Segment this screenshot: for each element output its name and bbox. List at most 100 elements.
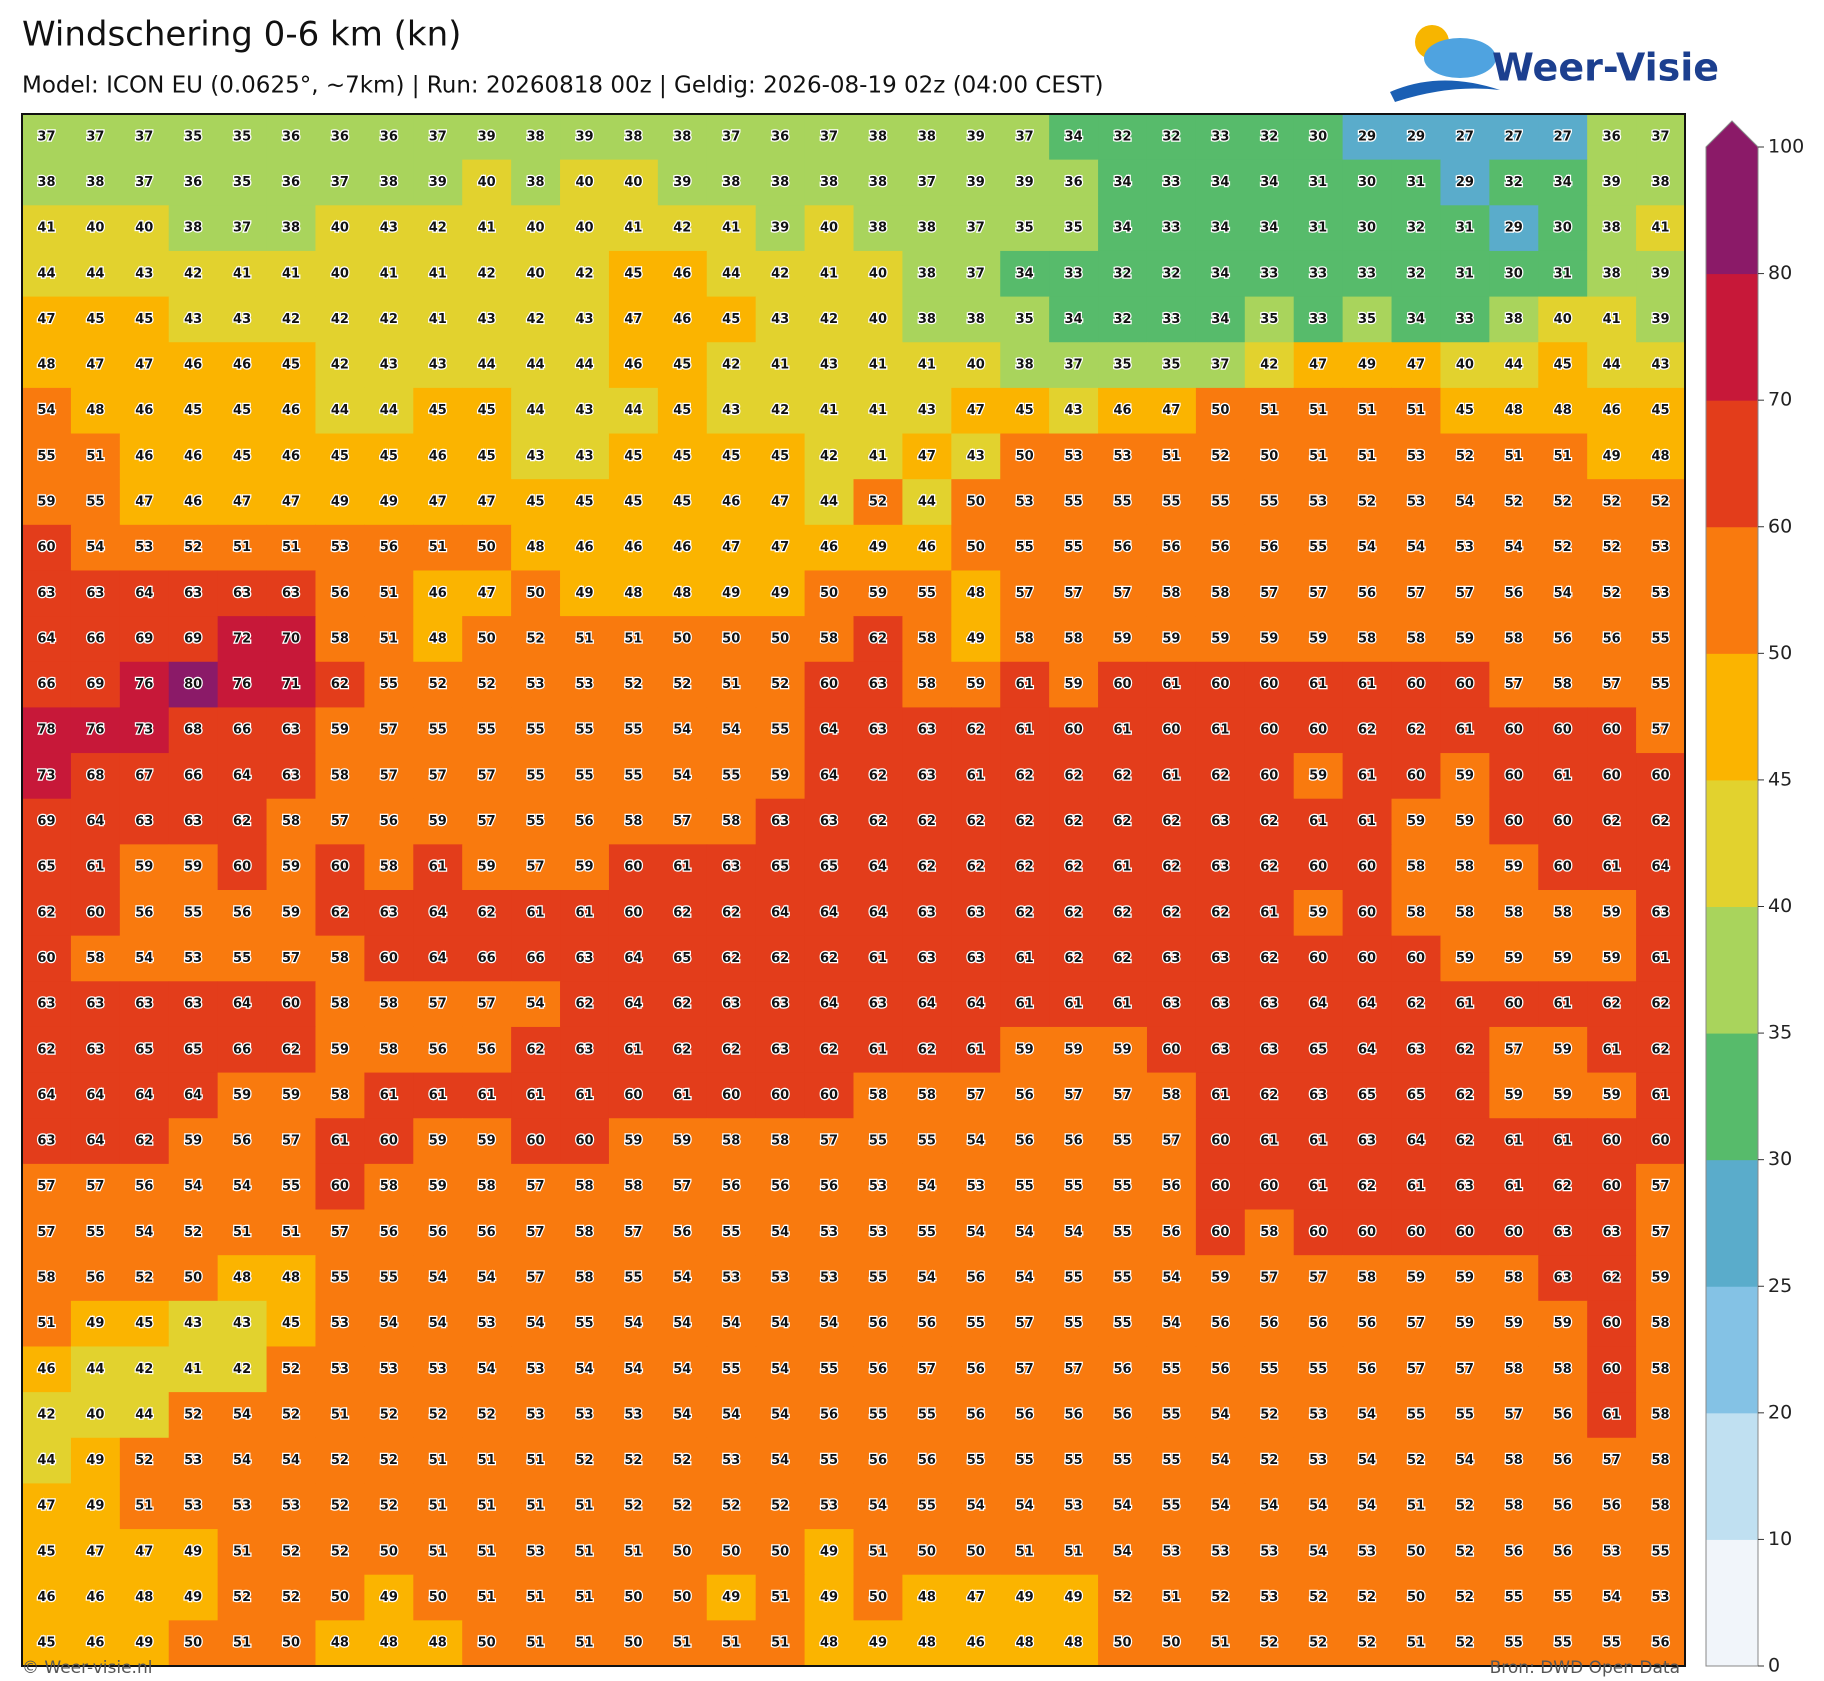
grid-cell xyxy=(266,296,316,343)
cell-value: 62 xyxy=(1211,905,1229,920)
grid-cell xyxy=(608,1483,659,1530)
cell-value: 51 xyxy=(673,1636,691,1651)
cell-value: 32 xyxy=(1113,129,1131,144)
cell-value: 56 xyxy=(1505,586,1523,601)
cell-value: 63 xyxy=(575,1042,593,1057)
colorbar-label: 60 xyxy=(1768,515,1792,537)
cell-value: 58 xyxy=(331,997,349,1012)
cell-value: 48 xyxy=(918,1590,936,1605)
grid-cell xyxy=(804,661,854,708)
cell-value: 63 xyxy=(1603,1225,1621,1240)
grid-cell xyxy=(1342,890,1393,937)
cell-value: 62 xyxy=(331,677,349,692)
cell-value: 66 xyxy=(233,1042,251,1057)
grid-cell xyxy=(413,798,463,845)
cell-value: 52 xyxy=(1505,495,1523,510)
cell-value: 50 xyxy=(624,1636,642,1651)
grid-cell xyxy=(853,1118,903,1165)
grid-cell xyxy=(1293,1026,1344,1074)
cell-value: 34 xyxy=(1407,312,1425,327)
cell-value: 58 xyxy=(1065,631,1083,646)
cell-value: 54 xyxy=(771,1453,789,1468)
cell-value: 55 xyxy=(1162,495,1180,510)
grid-cell xyxy=(70,479,121,526)
grid-cell xyxy=(364,661,414,708)
cell-value: 37 xyxy=(820,129,838,144)
cell-value: 64 xyxy=(820,768,838,783)
cell-value: 51 xyxy=(1407,1499,1425,1514)
grid-cell xyxy=(217,1437,268,1484)
grid-cell xyxy=(1293,1620,1344,1667)
grid-cell xyxy=(1587,1026,1637,1074)
cell-value: 71 xyxy=(282,677,300,692)
grid-cell xyxy=(560,114,610,161)
grid-cell xyxy=(168,387,219,435)
grid-cell xyxy=(1489,1483,1539,1530)
cell-value: 58 xyxy=(1554,677,1572,692)
grid-cell xyxy=(22,1209,72,1256)
cell-value: 57 xyxy=(1505,677,1523,692)
cell-value: 37 xyxy=(86,129,104,144)
cell-value: 51 xyxy=(575,631,593,646)
grid-cell xyxy=(119,981,170,1028)
cell-value: 55 xyxy=(380,1271,398,1286)
cell-value: 41 xyxy=(478,221,496,236)
cell-value: 69 xyxy=(86,677,104,692)
grid-cell xyxy=(951,1209,1001,1256)
grid-cell xyxy=(951,433,1001,480)
cell-value: 63 xyxy=(1260,1042,1278,1057)
grid-cell xyxy=(1000,1483,1050,1530)
grid-cell xyxy=(168,205,219,252)
grid-cell xyxy=(657,661,708,708)
grid-cell xyxy=(511,1300,561,1347)
cell-value: 58 xyxy=(1162,586,1180,601)
grid-cell xyxy=(804,479,854,526)
grid-cell xyxy=(1244,1483,1295,1530)
cell-value: 55 xyxy=(86,495,104,510)
grid-cell xyxy=(1440,250,1490,298)
grid-cell xyxy=(608,798,659,845)
cell-value: 49 xyxy=(1065,1590,1083,1605)
cell-value: 51 xyxy=(478,1590,496,1605)
grid-cell xyxy=(902,1072,952,1119)
grid-cell xyxy=(266,1163,316,1211)
grid-cell xyxy=(70,1346,121,1393)
grid-cell xyxy=(462,981,512,1028)
cell-value: 38 xyxy=(380,175,398,190)
grid-cell xyxy=(1391,798,1441,845)
cell-value: 63 xyxy=(1211,860,1229,875)
cell-value: 57 xyxy=(331,814,349,829)
grid-cell xyxy=(1391,1072,1441,1119)
cell-value: 59 xyxy=(1065,677,1083,692)
grid-cell xyxy=(1244,524,1295,571)
grid-cell xyxy=(1440,296,1490,343)
grid-cell xyxy=(608,1574,659,1621)
grid-cell xyxy=(22,1483,72,1530)
grid-cell xyxy=(755,1529,806,1576)
grid-cell xyxy=(657,570,708,617)
grid-cell xyxy=(1538,1163,1588,1211)
cell-value: 56 xyxy=(233,1134,251,1149)
grid-cell xyxy=(1146,1072,1197,1119)
grid-cell xyxy=(315,159,365,206)
cell-value: 58 xyxy=(282,814,300,829)
cell-value: 61 xyxy=(1016,677,1034,692)
cell-value: 57 xyxy=(37,1225,55,1240)
grid-cell xyxy=(1098,342,1148,389)
grid-cell xyxy=(266,798,316,845)
grid-cell xyxy=(657,707,708,754)
grid-cell xyxy=(1098,1574,1148,1621)
grid-cell xyxy=(1195,1574,1246,1621)
grid-cell xyxy=(1146,1346,1197,1393)
cell-value: 54 xyxy=(1113,1499,1131,1514)
grid-cell xyxy=(902,1620,952,1667)
cell-value: 42 xyxy=(722,358,740,373)
grid-cell xyxy=(462,1118,512,1165)
cell-value: 57 xyxy=(380,768,398,783)
cell-value: 59 xyxy=(575,860,593,875)
cell-value: 63 xyxy=(918,768,936,783)
grid-cell xyxy=(755,661,806,708)
grid-cell xyxy=(1049,205,1099,252)
cell-value: 45 xyxy=(135,312,153,327)
cell-value: 34 xyxy=(1260,175,1278,190)
